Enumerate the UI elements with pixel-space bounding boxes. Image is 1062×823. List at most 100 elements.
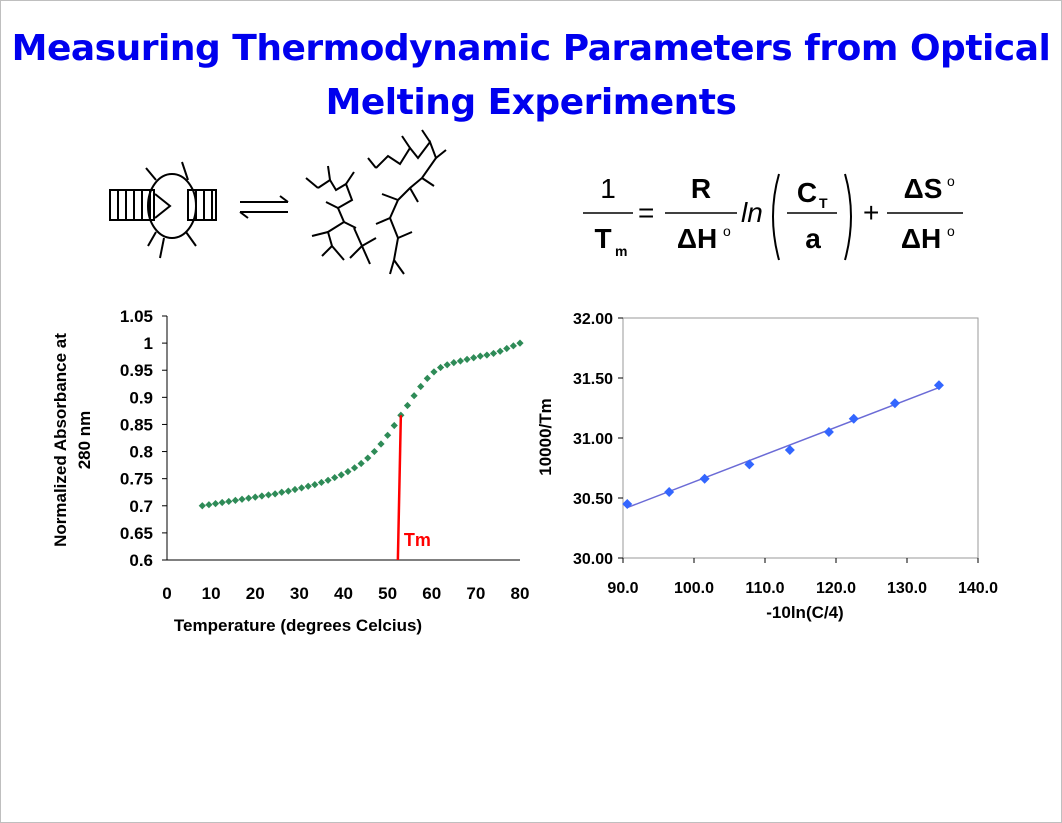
tm-marker-line <box>396 415 403 561</box>
chart1-data-point <box>258 492 266 500</box>
chart1-data-point <box>198 502 206 510</box>
chart2-x-tick-label: 90.0 <box>607 580 638 597</box>
eq-f1-num: R <box>691 173 711 204</box>
chart1-x-tick-label: 60 <box>422 584 441 603</box>
chart1-data-point <box>436 363 445 372</box>
chart1-data-point <box>205 501 213 509</box>
chart1-data-point <box>476 352 484 360</box>
eq-f3-den-sup: o <box>947 223 955 239</box>
chart1-data-point <box>450 359 458 367</box>
chart1-y-tick-label: 0.85 <box>120 415 153 434</box>
chart1-x-tick-label: 20 <box>246 584 265 603</box>
eq-f2-num-sub: T <box>819 195 828 211</box>
chart1-data-point <box>483 351 491 359</box>
chart2-x-tick-label: 110.0 <box>745 580 784 597</box>
chart1-data-point <box>264 491 273 499</box>
duplex-right-arm <box>187 189 217 221</box>
chart1-data-point <box>370 447 378 456</box>
chart1-data-point <box>331 473 339 482</box>
chart1-x-tick-label: 70 <box>466 584 485 603</box>
chart2-x-tick-label: 120.0 <box>816 580 856 597</box>
eq-plus: + <box>863 197 879 228</box>
chart1-data-point <box>317 478 326 487</box>
chart2-data-point <box>664 487 675 497</box>
chart2-y-tick-label: 32.00 <box>573 311 613 328</box>
chart2-data-point <box>889 398 900 409</box>
chart1-y-tick-label: 0.7 <box>129 497 153 516</box>
eq-f1-den-sup: o <box>723 223 731 239</box>
chart2-data-point <box>699 473 710 484</box>
eq-f3-num-sup: o <box>947 173 955 189</box>
chart1-data-point <box>443 361 451 369</box>
chart1-x-tick-label: 30 <box>290 584 309 603</box>
single-strand-1 <box>317 178 354 247</box>
chart2-y-tick-label: 30.50 <box>573 491 613 508</box>
eq-f3-den: ΔH <box>901 223 941 254</box>
chart1-y-tick-label: 0.75 <box>120 470 153 489</box>
chart1-data-point <box>271 490 279 498</box>
chart1-y-tick-label: 0.8 <box>129 443 153 462</box>
chart1-x-tick-label: 10 <box>202 584 221 603</box>
chart1-data-point <box>456 357 465 365</box>
chart1-data-point <box>251 493 259 501</box>
chart1-data-point <box>489 349 498 358</box>
chart2-data-point <box>823 427 834 437</box>
chart2-data-point <box>784 445 795 455</box>
chart1-y-tick-label: 1.05 <box>120 307 153 326</box>
chart2-data-point <box>744 459 755 470</box>
chart1-data-point <box>297 484 306 492</box>
chart1-data-point <box>364 454 372 462</box>
chart1-data-point <box>423 374 431 382</box>
eq-f2-den: a <box>805 223 821 254</box>
chart1-data-point <box>245 494 253 502</box>
eq-ln: ln <box>741 197 763 228</box>
chart2-y-tick-label: 30.00 <box>573 551 613 568</box>
eq-lhs-den: T <box>594 223 611 254</box>
chart2-ylabel: 10000/Tm <box>536 398 555 476</box>
chart2-data-point <box>933 380 944 391</box>
duplex-left-arm <box>109 189 155 221</box>
chart1-data-point <box>430 368 438 376</box>
eq-f3-num: ΔS <box>904 173 943 204</box>
chart1-data-point <box>324 476 332 484</box>
chart1-data-point <box>225 497 233 506</box>
eq-f2-num: C <box>797 177 817 208</box>
chart1-x-tick-label: 50 <box>378 584 397 603</box>
title-line-2: Melting Experiments <box>325 82 737 123</box>
chart1-y-tick-label: 0.6 <box>129 551 153 570</box>
chart1-y-tick-label: 0.9 <box>129 388 153 407</box>
chart2-plot-area <box>622 317 979 559</box>
chart1-data-point <box>470 354 478 362</box>
chart2-data-point <box>622 499 633 509</box>
vant-hoff-equation: 1 T m = R ΔH o ln C T a + ΔS o ΔH o <box>583 173 963 261</box>
chart1-data-point <box>291 485 299 494</box>
title-line-1: Measuring Thermodynamic Parameters from … <box>11 28 1051 69</box>
chart1-data-point <box>238 495 246 503</box>
chart2-x-tick-label: 100.0 <box>674 580 714 597</box>
chart1-data-point <box>350 464 359 472</box>
chart1-data-point <box>516 339 524 347</box>
chart1-data-point <box>218 498 226 507</box>
chart1-data-point <box>509 342 517 350</box>
chart1-data-point <box>337 471 345 479</box>
tm-label: Tm <box>404 530 431 550</box>
chart2-data-point <box>848 413 859 424</box>
chart1-data-point <box>410 392 418 400</box>
eq-equals: = <box>638 197 654 228</box>
chart1-data-point <box>390 421 398 430</box>
chart1-ylabel-line1: Normalized Absorbance at <box>51 333 70 547</box>
melting-illustration <box>109 129 447 275</box>
chart2-x-tick-label: 130.0 <box>887 580 927 597</box>
chart1-x-tick-label: 0 <box>162 584 171 603</box>
chart1-data-point <box>284 487 292 495</box>
eq-lhs-num: 1 <box>600 173 616 204</box>
slide-title: Measuring Thermodynamic Parameters from … <box>0 22 1062 130</box>
chart1-data-point <box>231 496 239 504</box>
chart2-y-tick-label: 31.50 <box>573 371 613 388</box>
chart2-y-tick-label: 31.00 <box>573 431 613 448</box>
chart1-x-tick-label: 40 <box>334 584 353 603</box>
vant-hoff-plot: 30.00 30.50 31.00 31.50 32.00 90.0 100.0 110.0 1… <box>536 311 998 622</box>
chart1-data-point <box>357 459 365 468</box>
chart1-y-tick-label: 0.95 <box>120 361 153 380</box>
chart1-data-point <box>344 468 352 476</box>
